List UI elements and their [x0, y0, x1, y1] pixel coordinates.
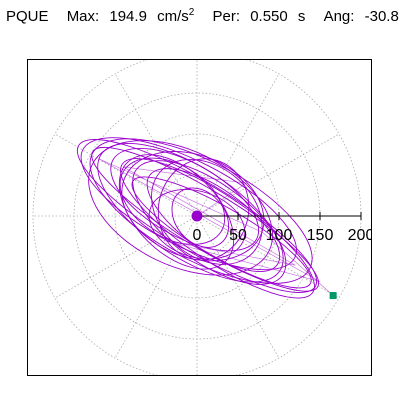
orbit-trace — [132, 160, 287, 285]
station-code: PQUE — [6, 8, 49, 25]
orbit-chart: 0 50 100 150 200 — [32, 60, 372, 375]
plot-area: 0 50 100 150 200 — [27, 59, 372, 376]
x-tick-label: 100 — [266, 227, 293, 244]
per-value: 0.550 — [250, 8, 288, 25]
orbit-trace — [151, 158, 263, 265]
orbit-trace — [131, 176, 312, 289]
grid-spoke — [54, 215, 198, 299]
orbit-trace — [91, 146, 320, 292]
end-marker — [329, 292, 337, 300]
plot-title: PQUE Max: 194.9 cm/s2 Per: 0.550 s Ang: … — [6, 4, 399, 30]
orbit-trace — [97, 142, 284, 283]
orbit-trace-segment — [98, 158, 334, 296]
start-marker — [191, 210, 203, 222]
x-tick-label: 0 — [193, 227, 202, 244]
orbit-trace — [146, 168, 281, 273]
ang-value: -30.8 — [364, 8, 399, 25]
orbit-trace — [171, 187, 230, 248]
x-tick-label: 50 — [229, 227, 247, 244]
max-unit-base: cm/s — [157, 8, 189, 25]
x-tick-label: 200 — [348, 227, 372, 244]
orbit-trace — [110, 147, 260, 252]
max-unit-exponent: 2 — [188, 7, 195, 18]
max-label: Max: — [66, 8, 100, 25]
per-label: Per: — [212, 8, 241, 25]
grid-spoke — [196, 73, 280, 217]
orbit-trace — [118, 154, 235, 270]
orbit-trace — [88, 140, 274, 276]
x-tick-label: 150 — [307, 227, 334, 244]
orbit-trace — [157, 158, 250, 261]
per-unit: s — [297, 8, 306, 25]
max-unit: cm/s2 — [157, 4, 194, 30]
grid-spoke — [196, 133, 340, 217]
max-value: 194.9 — [109, 8, 147, 25]
ang-label: Ang: — [323, 8, 355, 25]
orbit-trace — [76, 139, 318, 293]
orbit-trace — [119, 157, 226, 245]
